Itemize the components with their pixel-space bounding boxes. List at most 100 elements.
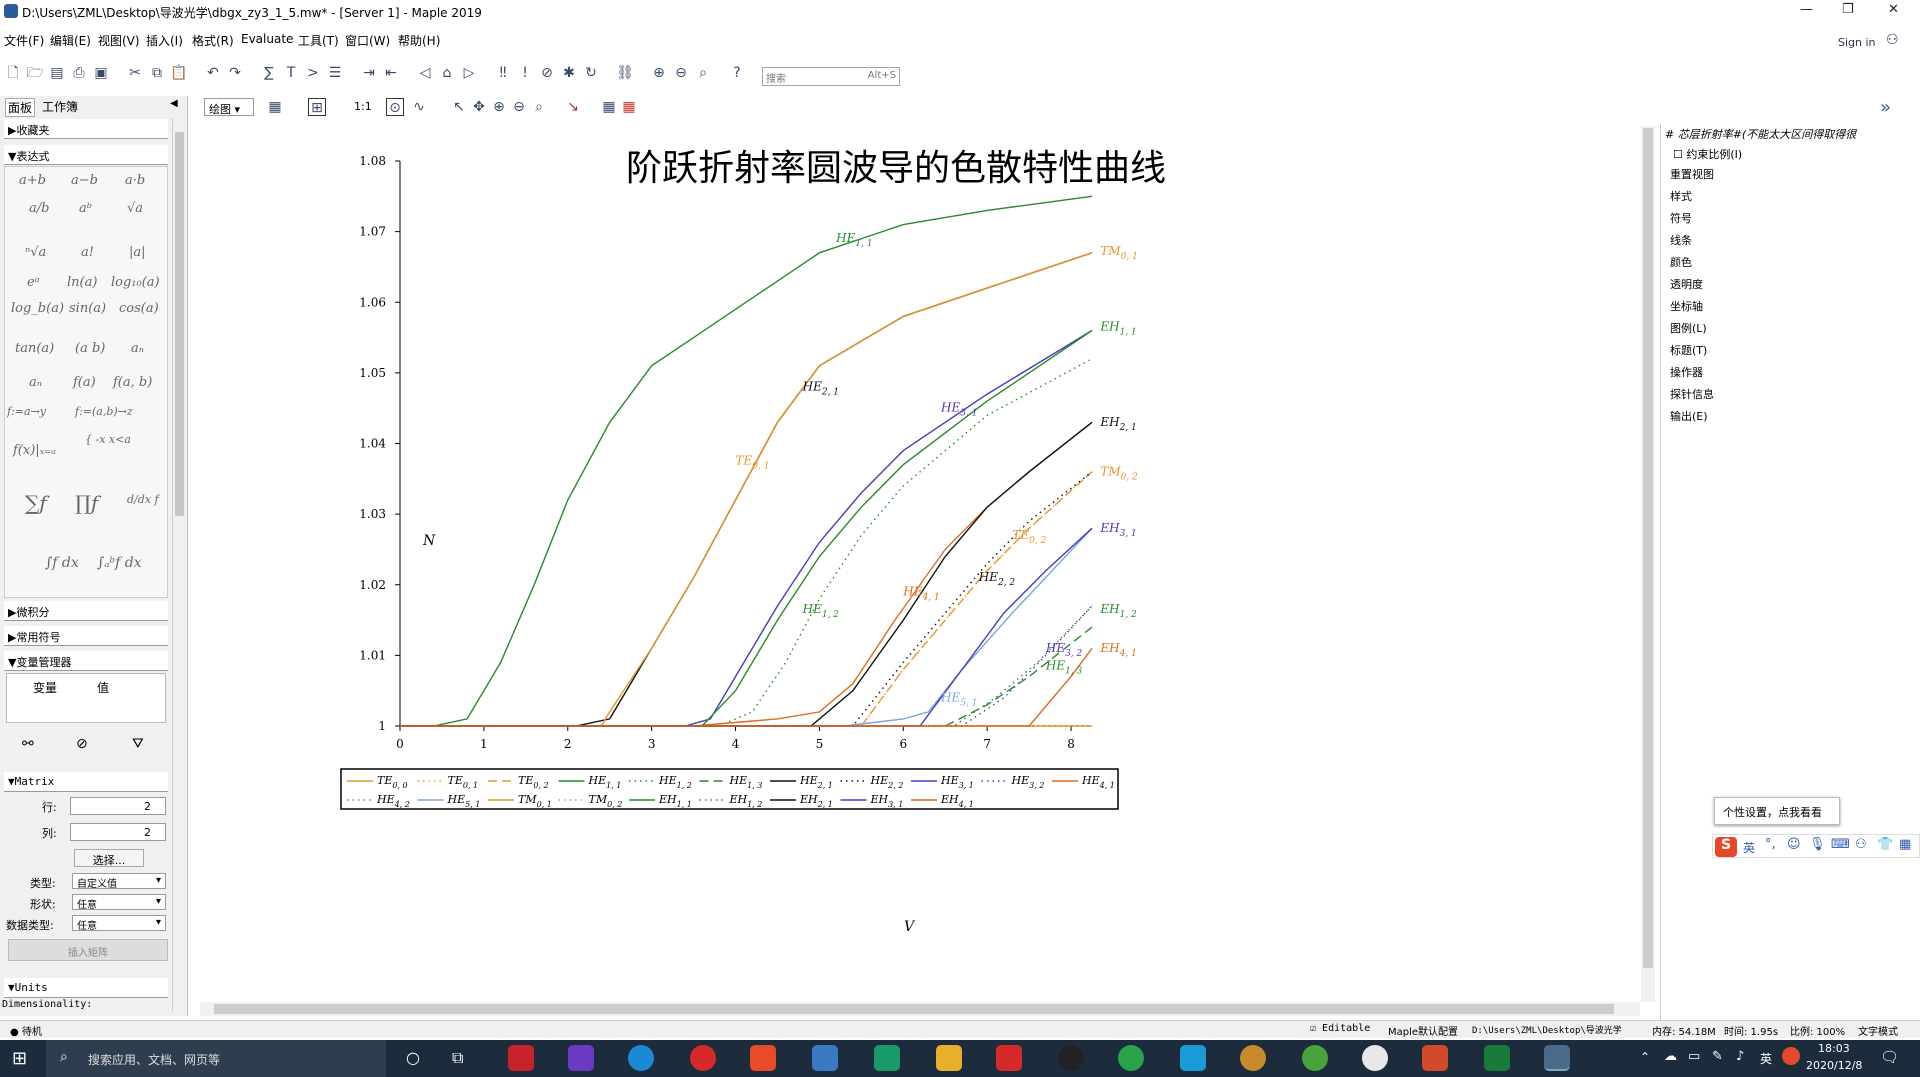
matrix-cols-input[interactable]: 2 — [70, 823, 166, 841]
matrix-shape-select[interactable]: 任意 ▾ — [72, 894, 166, 911]
panel-item-legend[interactable]: 图例(L) — [1670, 322, 1707, 335]
tray-volume-icon[interactable]: ♪ — [1736, 1049, 1745, 1064]
table-icon[interactable]: ▦ — [602, 99, 616, 115]
back-icon[interactable]: ◁ — [419, 65, 431, 81]
maple-taskbar-icon[interactable] — [1544, 1045, 1570, 1071]
hide-icon[interactable]: ⊘ — [76, 736, 88, 752]
menu-format[interactable]: 格式(R) — [192, 34, 234, 48]
expr-cos[interactable]: cos(a) — [119, 301, 159, 316]
matrix-type-select[interactable]: 自定义值 ▾ — [72, 873, 166, 890]
taskbar-search-box[interactable]: ⌕ 搜索应用、文档、网页等 — [46, 1040, 386, 1077]
insert-prompt-icon[interactable]: > — [307, 65, 319, 81]
plot-h-scrollbar[interactable] — [200, 1002, 1640, 1016]
ime-user-icon[interactable]: ⚇ — [1855, 837, 1867, 852]
pointer-icon[interactable]: ⊙ — [386, 98, 404, 116]
tab-palettes[interactable]: 面板 — [5, 98, 36, 117]
ime-skin-icon[interactable]: 👕 — [1877, 837, 1894, 852]
ime-lang[interactable]: 英 — [1743, 841, 1756, 855]
ime-tooltip[interactable]: 个性设置，点我看看 — [1714, 797, 1840, 825]
netease-music-icon[interactable] — [690, 1045, 716, 1071]
restart-icon[interactable]: ↻ — [585, 65, 597, 81]
qq-icon[interactable] — [1058, 1045, 1084, 1071]
search-input[interactable]: Alt+S 搜索 — [762, 67, 900, 86]
expr-derivative[interactable]: d/dx f — [127, 493, 159, 506]
ime-keyboard-icon[interactable]: ⌨ — [1831, 837, 1850, 852]
insert-matrix-button[interactable]: 插入矩阵 — [8, 939, 168, 961]
matrix-rows-input[interactable]: 2 — [70, 797, 166, 815]
section-units[interactable]: ▼Units — [4, 978, 168, 998]
menu-file[interactable]: 文件(F) — [4, 34, 45, 48]
expr-indexed[interactable]: aₙ — [29, 375, 43, 390]
panel-item-symbol[interactable]: 符号 — [1670, 212, 1692, 225]
ime-toolbar[interactable]: S 英 °, ☺ 🎙 ⌨ ⚇ 👕 ▦ — [1712, 834, 1920, 858]
ime-voice-icon[interactable]: 🎙 — [1809, 837, 1826, 852]
powerpoint-icon[interactable] — [1422, 1045, 1448, 1071]
stop-icon[interactable]: ⊘ — [541, 65, 553, 81]
expr-arrow1[interactable]: f:=a→y — [7, 405, 46, 418]
cut-icon[interactable]: ✂ — [129, 65, 141, 81]
restore-icon[interactable]: ❐ — [1842, 2, 1854, 17]
insert-section-icon[interactable]: ☰ — [328, 65, 342, 81]
zoom-fit-icon[interactable]: ⌕ — [699, 65, 707, 81]
plot-area[interactable]: 阶跃折射率圆波导的色散特性曲线 0 1 2 3 4 5 6 7 8 1 1.01 1.02 1.03 1.… — [200, 126, 1656, 1004]
expr-factorial[interactable]: a! — [81, 245, 94, 260]
file-explorer-icon[interactable] — [936, 1045, 962, 1071]
expr-func2[interactable]: f(a, b) — [113, 375, 153, 390]
expr-ln[interactable]: ln(a) — [67, 275, 98, 290]
menu-edit[interactable]: 编辑(E) — [50, 34, 91, 48]
pan-icon[interactable]: ✥ — [473, 99, 485, 115]
expr-sum[interactable]: ∑f — [25, 491, 47, 515]
app-z-icon[interactable] — [874, 1045, 900, 1071]
ime-punct-icon[interactable]: °, — [1765, 837, 1776, 852]
expr-pow[interactable]: aᵇ — [79, 201, 92, 216]
section-favorites[interactable]: ▶收藏夹 — [4, 119, 168, 139]
panel-item-manipulator[interactable]: 操作器 — [1670, 366, 1703, 379]
task-view-icon[interactable]: ⧉ — [452, 1048, 464, 1067]
axes-style-icon[interactable]: ⊞ — [308, 98, 326, 116]
notification-icon[interactable]: 🗨 — [1880, 1048, 1900, 1066]
aspect-ratio-button[interactable]: 1:1 — [354, 100, 372, 113]
select-icon[interactable]: ↖ — [453, 99, 465, 115]
expr-nroot[interactable]: ⁿ√a — [25, 245, 47, 260]
matrix-dtype-select[interactable]: 任意 ▾ — [72, 915, 166, 932]
grid-icon[interactable]: ▦ — [268, 99, 282, 115]
variable-table[interactable]: 变量 值 — [6, 673, 166, 723]
close-icon[interactable]: ✕ — [1888, 2, 1899, 17]
app-red-icon[interactable] — [996, 1045, 1022, 1071]
pdf-reader-icon[interactable] — [812, 1045, 838, 1071]
expr-tan[interactable]: tan(a) — [15, 341, 55, 356]
expr-frac[interactable]: a/b — [29, 201, 50, 216]
plot-zoom-out-icon[interactable]: ⊖ — [513, 99, 525, 115]
panel-item-probe[interactable]: 探针信息 — [1670, 388, 1714, 401]
home-icon[interactable]: ⌂ — [442, 65, 452, 81]
ime-emoji-icon[interactable]: ☺ — [1787, 837, 1801, 852]
expr-binomial[interactable]: (a b) — [75, 341, 106, 356]
expr-log10[interactable]: log₁₀(a) — [111, 275, 160, 290]
glasses-icon[interactable]: ⚯ — [22, 736, 34, 752]
link-icon[interactable]: ⛓ — [616, 65, 634, 81]
table-red-icon[interactable]: ▦ — [622, 99, 636, 115]
new-icon[interactable]: 🗋 — [7, 65, 19, 81]
zoom-in-icon[interactable]: ⊕ — [653, 65, 665, 81]
expr-integral[interactable]: ∫f dx — [45, 555, 79, 571]
zotero-icon[interactable] — [508, 1045, 534, 1071]
section-common-symbols[interactable]: ▶常用符号 — [4, 626, 168, 646]
section-matrix[interactable]: ▼Matrix — [4, 772, 168, 792]
filter-icon[interactable]: ⛛ — [132, 736, 144, 752]
print-preview-icon[interactable]: ▣ — [94, 65, 108, 81]
constrain-checkbox[interactable]: ☐ 约束比例(I) — [1673, 148, 1743, 161]
utorrent-icon[interactable] — [1302, 1045, 1328, 1071]
obsidian-icon[interactable] — [568, 1045, 594, 1071]
paste-icon[interactable]: 📋 — [170, 65, 188, 81]
tray-battery-icon[interactable]: ▭ — [1688, 1049, 1701, 1064]
menu-insert[interactable]: 插入(I) — [146, 34, 183, 48]
insert-text-icon[interactable]: T — [286, 65, 296, 81]
collapse-palette-icon[interactable]: ◀ — [170, 98, 178, 109]
help-icon[interactable]: ? — [733, 65, 741, 81]
panel-item-line[interactable]: 线条 — [1670, 234, 1692, 247]
menu-evaluate[interactable]: Evaluate — [241, 32, 294, 46]
tray-pen-icon[interactable]: ✎ — [1712, 1049, 1723, 1064]
wechat-icon[interactable] — [1118, 1045, 1144, 1071]
expr-exp[interactable]: eᵃ — [27, 275, 40, 290]
tab-workbook[interactable]: 工作簿 — [42, 100, 79, 114]
